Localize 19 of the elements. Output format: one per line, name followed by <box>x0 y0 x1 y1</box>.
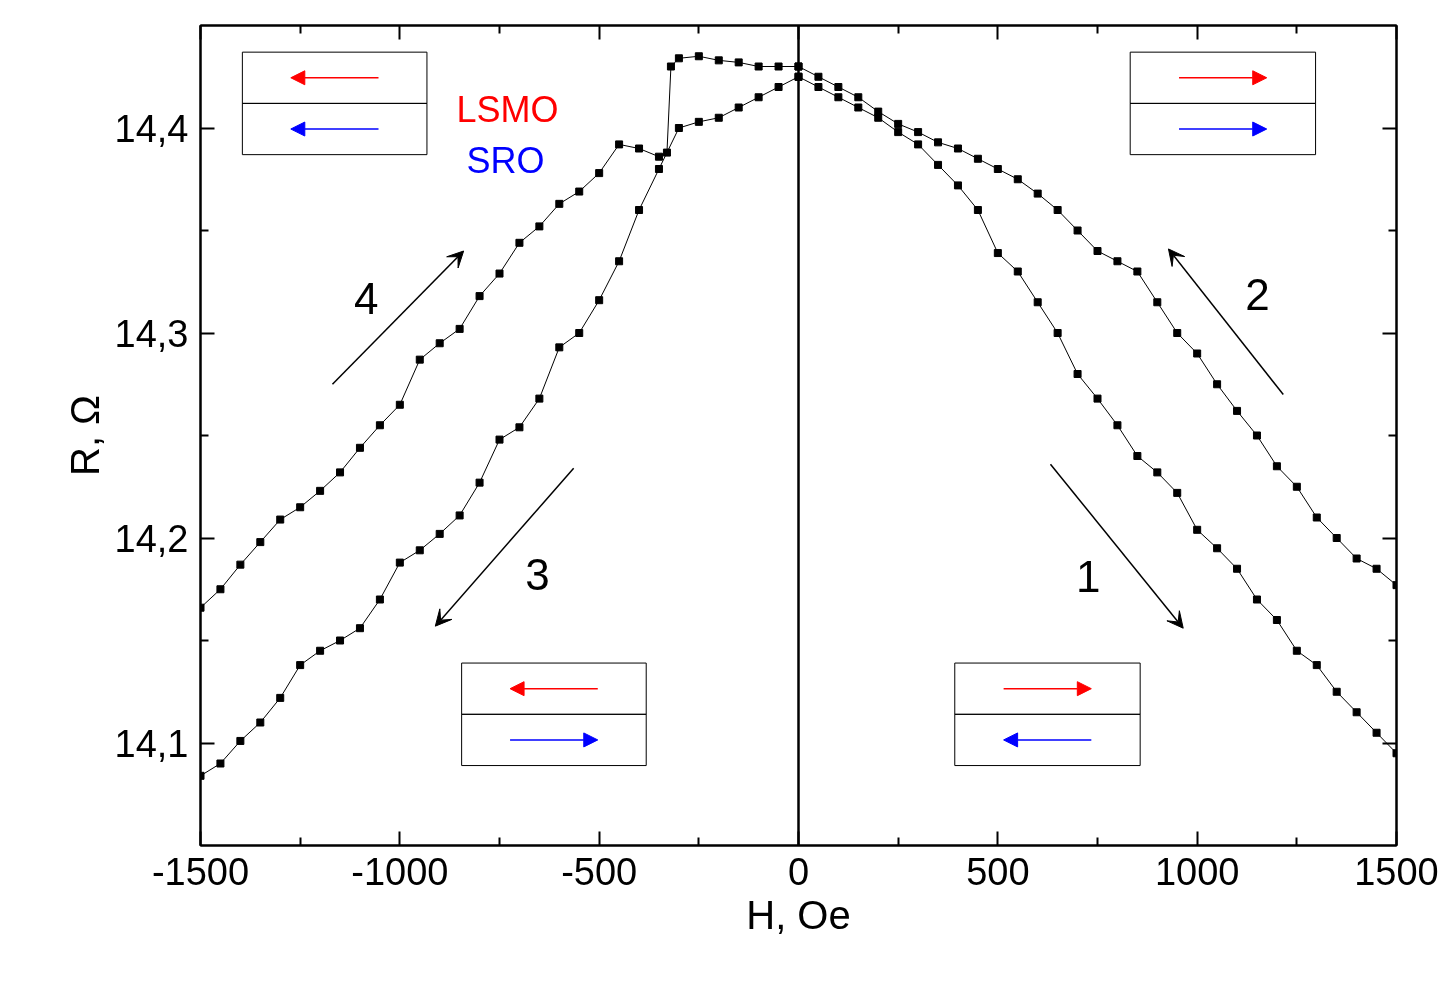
y-tick-label: 14,1 <box>114 722 189 765</box>
x-tick-label: 1000 <box>1154 850 1240 893</box>
y-axis-title: R, Ω <box>62 394 107 477</box>
annotation: SRO <box>466 140 545 182</box>
annotation: LSMO <box>456 89 559 131</box>
x-tick-label: 0 <box>787 850 810 893</box>
annotation: 4 <box>354 273 379 323</box>
annotation: 1 <box>1076 552 1101 602</box>
annotation: 3 <box>525 550 550 600</box>
y-tick-label: 14,3 <box>114 312 189 355</box>
y-tick-label: 14,4 <box>114 107 189 150</box>
x-tick-label: 500 <box>966 850 1030 893</box>
x-tick-label: -500 <box>561 850 638 893</box>
x-axis-title: H, Oe <box>746 892 851 937</box>
x-tick-label: -1000 <box>351 850 449 893</box>
annotation: 2 <box>1245 269 1270 319</box>
x-tick-label: -1500 <box>151 850 250 893</box>
x-tick-label: 1500 <box>1354 850 1439 893</box>
y-tick-label: 14,2 <box>114 517 189 560</box>
